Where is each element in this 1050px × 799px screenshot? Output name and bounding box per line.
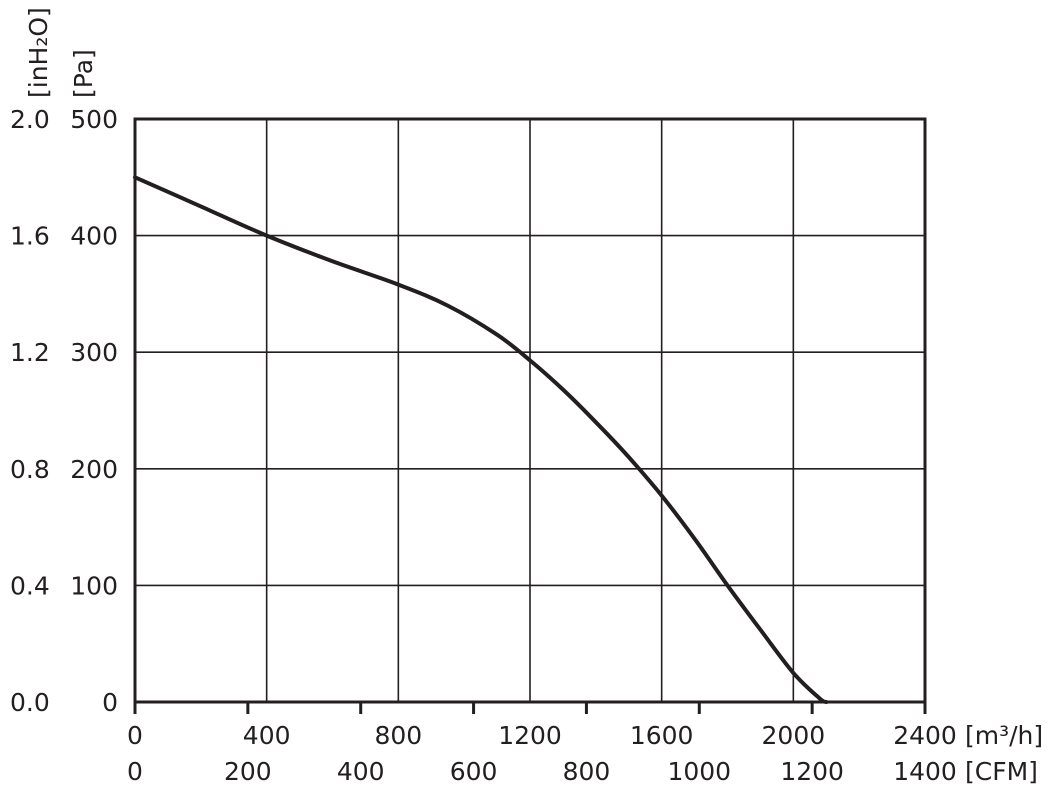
y-tick-label-pa: 0: [102, 688, 118, 717]
y-tick-label-inh2o: 0.0: [10, 688, 50, 717]
x-tick-label-m3h: 2400: [893, 721, 957, 750]
y-tick-label-pa: 400: [70, 222, 118, 251]
x-tick-label-cfm: 600: [450, 757, 498, 786]
grid-lines: [134, 118, 926, 703]
y-axis-inh2o-unit: [inH₂O]: [24, 7, 53, 98]
x-axis-cfm-unit: [CFM]: [965, 757, 1038, 786]
y-axis-pa-unit: [Pa]: [69, 49, 98, 98]
x-tick-label-m3h: 400: [243, 721, 291, 750]
y-tick-label-pa: 100: [70, 571, 118, 600]
y-tick-label-inh2o: 2.0: [10, 105, 50, 134]
y-axis-inh2o-tick-labels: 0.0 0.4 0.8 1.2 1.6 2.0: [10, 105, 50, 717]
y-tick-label-inh2o: 1.2: [10, 338, 50, 367]
y-tick-label-pa: 500: [70, 105, 118, 134]
x-tick-label-cfm: 200: [224, 757, 272, 786]
x-tick-label-cfm: 1200: [780, 757, 844, 786]
x-axis-cfm-tick-labels: 0 200 400 600 800 1000 1200 1400: [127, 757, 957, 786]
x-tick-label-m3h: 1600: [630, 721, 694, 750]
x-tick-label-m3h: 800: [374, 721, 422, 750]
x-axis-m3h-unit: [m³/h]: [965, 721, 1043, 750]
x-tick-label-cfm: 1000: [667, 757, 731, 786]
y-tick-label-pa: 200: [70, 455, 118, 484]
x-tick-label-cfm: 800: [563, 757, 611, 786]
x-axis-m3h-tick-labels: 0 400 800 1200 1600 2000 2400: [127, 721, 957, 750]
x-tick-label-m3h: 2000: [762, 721, 826, 750]
plot-frame: [133, 117, 927, 704]
y-tick-label-inh2o: 1.6: [10, 222, 50, 251]
x-tick-label-cfm: 400: [337, 757, 385, 786]
axis-ticks: [133, 702, 927, 714]
series-line: [133, 175, 829, 704]
x-tick-label-m3h: 0: [127, 721, 143, 750]
y-axis-pa-tick-labels: 0 100 200 300 400 500: [70, 105, 118, 717]
y-tick-label-inh2o: 0.4: [10, 571, 50, 600]
x-tick-label-m3h: 1200: [498, 721, 562, 750]
y-tick-label-pa: 300: [70, 338, 118, 367]
x-tick-label-cfm: 1400: [893, 757, 957, 786]
x-tick-label-cfm: 0: [127, 757, 143, 786]
y-tick-label-inh2o: 0.8: [10, 455, 50, 484]
